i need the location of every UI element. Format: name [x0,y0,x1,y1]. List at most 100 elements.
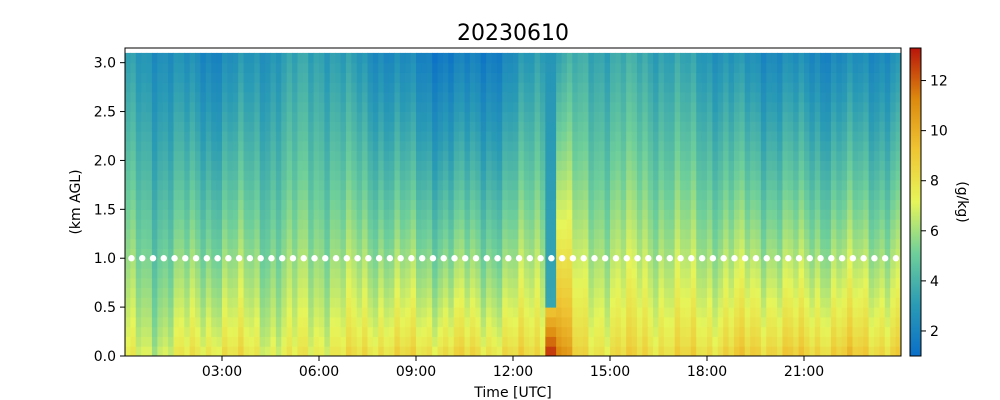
heatmap-cell [292,287,298,298]
y-tick-label: 2.5 [94,105,116,121]
heatmap-cell [766,62,773,73]
heatmap-cell [798,209,805,220]
heatmap-cell [820,336,827,347]
heatmap-cell [464,131,471,142]
heatmap-cell [685,307,692,318]
heatmap-cell [572,52,579,64]
marker-point [731,255,738,262]
heatmap-cell [879,326,886,337]
heatmap-cell [324,140,331,152]
marker-point [569,255,577,262]
heatmap-cell [836,336,843,347]
heatmap-cell [593,238,600,249]
heatmap-cell [329,258,336,269]
heatmap-cell [895,336,901,347]
heatmap-cell [205,297,212,308]
heatmap-cell [599,131,606,142]
heatmap-cell [777,258,783,269]
heatmap-cell [302,248,309,259]
heatmap-cell [227,248,234,259]
heatmap-cell [216,160,223,171]
heatmap-cell [426,121,433,132]
heatmap-cell [141,297,148,308]
heatmap-cell [626,287,633,298]
heatmap-cell [211,101,218,113]
heatmap-cell [615,199,622,210]
heatmap-cell [453,62,460,73]
heatmap-cell [453,82,460,93]
heatmap-cell [626,326,633,337]
heatmap-cell [690,268,697,279]
heatmap-cell [254,326,261,337]
heatmap-cell [766,180,773,191]
heatmap-cell [480,111,487,122]
heatmap-cell [830,101,837,113]
heatmap-cell [442,316,449,328]
heatmap-cell [200,336,207,347]
heatmap-cell [523,92,530,103]
heatmap-cell [631,92,638,103]
heatmap-cell [162,268,169,279]
heatmap-cell [324,307,331,318]
heatmap-cell [739,170,746,181]
heatmap-cell [847,219,853,230]
heatmap-cell [281,111,288,122]
heatmap-cell [680,160,686,171]
heatmap-cell [777,92,783,103]
heatmap-cell [760,92,767,103]
heatmap-cell [222,307,228,318]
heatmap-cell [329,140,336,152]
heatmap-cell [151,82,158,93]
heatmap-cell [890,238,897,249]
heatmap-cell [830,72,837,83]
heatmap-cell [588,131,595,142]
heatmap-cell [335,150,342,161]
heatmap-cell [717,238,724,249]
heatmap-cell [733,189,740,201]
heatmap-cell [270,52,277,64]
heatmap-cell [583,277,589,289]
heatmap-cell [421,121,428,132]
heatmap-cell [491,307,498,318]
heatmap-cell [820,228,827,240]
heatmap-cell [539,101,546,113]
heatmap-cell [232,92,239,103]
heatmap-cell [491,189,498,201]
heatmap-cell [437,326,444,337]
heatmap-cell [857,150,864,161]
heatmap-cell [787,297,794,308]
heatmap-cell [211,62,218,73]
heatmap-cell [313,238,320,249]
heatmap-cell [545,92,552,103]
heatmap-cell [356,238,363,249]
heatmap-cell [884,199,891,210]
heatmap-cell [604,62,611,73]
heatmap-cell [437,160,444,171]
heatmap-cell [523,52,530,64]
heatmap-cell [448,238,455,249]
heatmap-cell [432,92,439,103]
heatmap-cell [324,277,331,289]
heatmap-cell [184,297,191,308]
heatmap-cell [184,268,191,279]
heatmap-cell [674,228,681,240]
heatmap-cell [836,238,843,249]
heatmap-cell [195,219,201,230]
heatmap-cell [895,307,901,318]
heatmap-cell [604,326,611,337]
heatmap-cell [141,238,148,249]
heatmap-cell [496,238,503,249]
heatmap-cell [297,346,304,356]
heatmap-cell [389,297,395,308]
heatmap-cell [130,150,137,161]
heatmap-cell [270,219,277,230]
heatmap-cell [777,277,783,289]
heatmap-cell [744,189,751,201]
heatmap-cell [232,121,239,132]
heatmap-cell [178,170,185,181]
heatmap-cell [707,326,713,337]
heatmap-cell [777,180,783,191]
heatmap-cell [168,228,174,240]
heatmap-cell [173,101,180,113]
heatmap-cell [362,170,368,181]
